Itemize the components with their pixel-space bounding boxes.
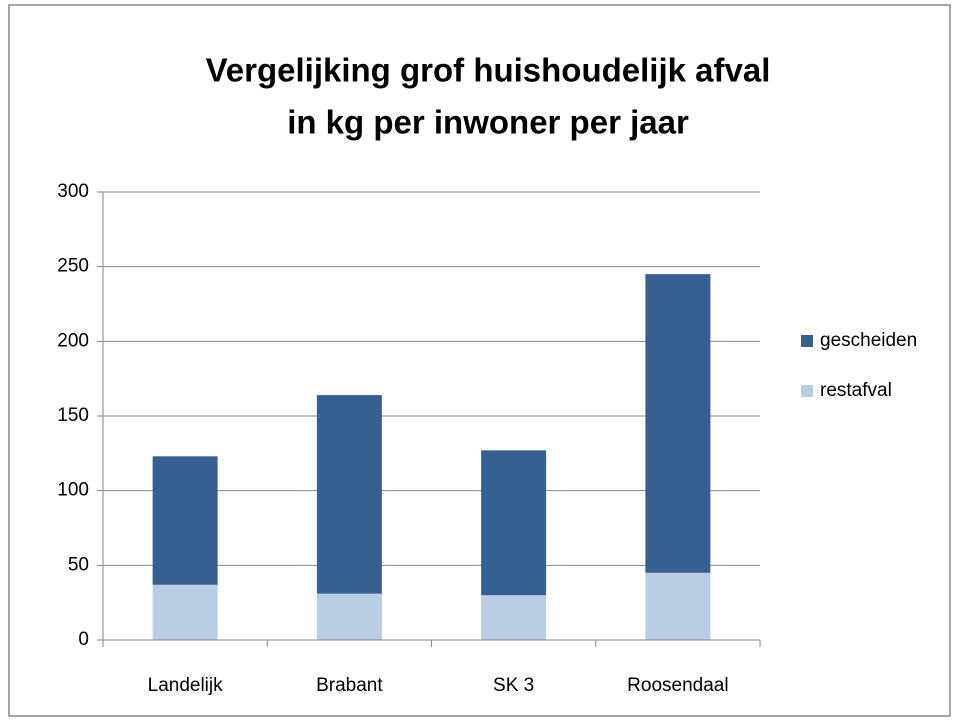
chart-title: in kg per inwoner per jaar xyxy=(287,104,689,141)
x-tick-label: Landelijk xyxy=(148,675,223,696)
y-tick-label: 300 xyxy=(57,181,89,202)
bar-segment xyxy=(481,450,547,596)
bar-segment xyxy=(152,584,218,640)
x-tick-label: SK 3 xyxy=(493,675,534,696)
y-tick-label: 200 xyxy=(57,330,89,351)
x-tick-label: Roosendaal xyxy=(627,675,728,696)
bar-segment xyxy=(152,456,218,585)
legend-label: restafval xyxy=(820,380,892,401)
y-tick-label: 150 xyxy=(57,405,89,426)
bar-segment xyxy=(316,395,382,594)
legend-label: gescheiden xyxy=(820,330,917,351)
y-tick-label: 50 xyxy=(68,554,89,575)
chart-title: Vergelijking grof huishoudelijk afval xyxy=(206,52,771,89)
bar-segment xyxy=(645,274,711,573)
y-tick-label: 100 xyxy=(57,480,89,501)
legend-swatch xyxy=(801,335,813,347)
y-tick-label: 0 xyxy=(78,629,89,650)
bar-segment xyxy=(316,593,382,640)
bar-segment xyxy=(481,595,547,640)
x-tick-label: Brabant xyxy=(316,675,383,696)
legend-swatch xyxy=(801,385,813,397)
bar-segment xyxy=(645,572,711,640)
y-tick-label: 250 xyxy=(57,256,89,277)
